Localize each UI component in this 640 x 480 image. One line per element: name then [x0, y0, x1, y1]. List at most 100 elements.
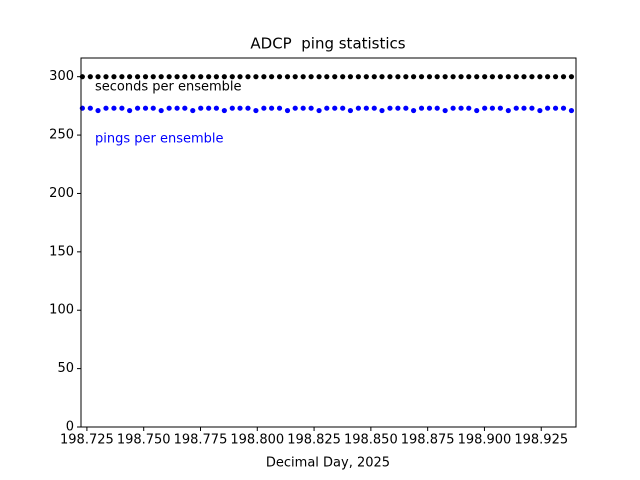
data-point: [182, 105, 188, 111]
data-point: [190, 107, 196, 114]
data-point: [134, 74, 141, 80]
data-point: [111, 74, 117, 80]
chart-title: ADCP ping statistics: [250, 35, 405, 53]
x-tick-label: 198.775: [174, 433, 228, 448]
data-point: [474, 74, 480, 80]
data-point: [332, 74, 338, 80]
x-tick-label: 198.725: [60, 433, 114, 448]
data-point: [119, 74, 125, 80]
x-tick-label: 198.800: [230, 433, 284, 448]
data-point: [206, 74, 212, 80]
data-point: [387, 105, 393, 111]
data-point: [442, 107, 448, 114]
data-point: [142, 74, 149, 80]
data-point: [245, 105, 251, 111]
data-point: [340, 74, 346, 80]
data-point: [237, 105, 243, 111]
data-point: [482, 105, 488, 111]
data-point: [442, 74, 448, 80]
data-point: [395, 105, 401, 111]
data-point: [560, 74, 567, 80]
data-point: [229, 74, 235, 80]
data-point: [489, 74, 496, 80]
data-point: [513, 74, 519, 80]
data-point: [552, 105, 559, 111]
plot-frame: [80, 57, 577, 428]
data-point: [426, 74, 433, 80]
y-tick-label: 100: [49, 303, 74, 318]
data-point: [537, 74, 543, 80]
data-point: [229, 105, 235, 111]
data-point: [363, 105, 369, 111]
data-point: [355, 105, 361, 111]
data-point: [127, 74, 133, 80]
data-point: [276, 74, 283, 80]
data-point: [403, 74, 409, 80]
data-point: [418, 74, 425, 80]
y-tick-label: 250: [49, 128, 74, 143]
data-point: [316, 74, 322, 80]
data-point: [324, 105, 330, 111]
x-tick-label: 198.925: [514, 433, 568, 448]
data-point: [182, 74, 188, 80]
data-point: [410, 107, 417, 114]
data-point: [434, 105, 440, 111]
data-point: [529, 105, 535, 111]
y-tick-label: 150: [49, 244, 74, 259]
y-tick-label: 200: [49, 186, 74, 201]
data-point: [529, 74, 535, 80]
data-point: [466, 74, 472, 80]
x-axis-label: Decimal Day, 2025: [266, 456, 390, 471]
data-point: [552, 74, 559, 80]
x-tick-label: 198.825: [287, 433, 341, 448]
data-point: [560, 105, 567, 111]
data-point: [513, 105, 519, 111]
series-label: seconds per ensemble: [95, 80, 242, 95]
data-point: [268, 74, 275, 80]
data-point: [111, 105, 117, 111]
data-point: [505, 107, 511, 114]
data-point: [103, 74, 109, 80]
data-point: [190, 74, 196, 80]
data-point: [545, 74, 551, 80]
data-point: [87, 74, 93, 80]
data-point: [458, 74, 464, 80]
data-point: [379, 74, 385, 80]
data-point: [347, 74, 354, 80]
data-point: [379, 107, 385, 114]
data-point: [158, 107, 164, 114]
data-point: [418, 105, 425, 111]
data-point: [537, 107, 543, 114]
data-point: [371, 74, 377, 80]
data-point: [395, 74, 401, 80]
data-point: [410, 74, 417, 80]
data-point: [466, 105, 472, 111]
x-tick-label: 198.900: [458, 433, 512, 448]
data-point: [221, 74, 227, 80]
data-point: [206, 105, 212, 111]
data-point: [300, 74, 306, 80]
data-point: [489, 105, 496, 111]
data-point: [237, 74, 243, 80]
data-point: [568, 107, 575, 114]
data-point: [198, 105, 204, 111]
data-point: [284, 107, 291, 114]
data-point: [292, 105, 298, 111]
data-point: [174, 105, 180, 111]
data-point: [434, 74, 440, 80]
data-point: [134, 105, 141, 111]
data-point: [497, 74, 503, 80]
data-point: [166, 105, 172, 111]
data-point: [497, 105, 503, 111]
data-point: [268, 105, 275, 111]
data-point: [332, 105, 338, 111]
data-point: [426, 105, 433, 111]
data-point: [371, 105, 377, 111]
data-point: [521, 105, 527, 111]
data-point: [474, 107, 480, 114]
data-point: [300, 105, 306, 111]
data-point: [166, 74, 172, 80]
data-point: [482, 74, 488, 80]
data-point: [276, 105, 283, 111]
